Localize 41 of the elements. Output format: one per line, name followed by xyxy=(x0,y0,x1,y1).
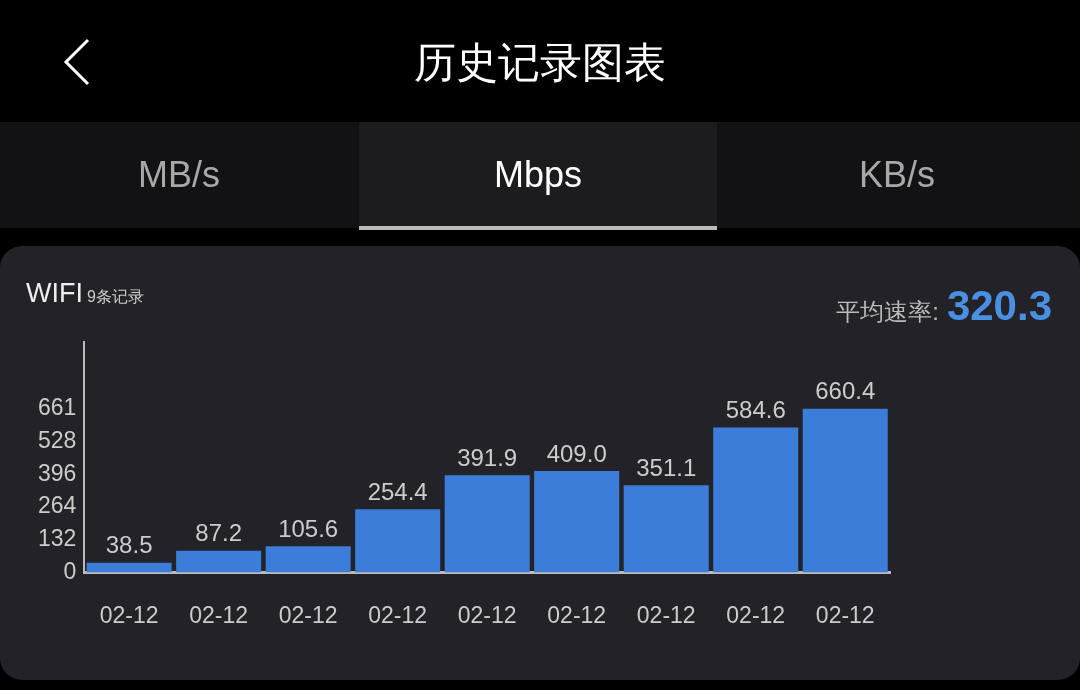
x-tick-label: 02-12 xyxy=(278,601,338,628)
x-tick-label: 02-12 xyxy=(457,601,517,628)
data-label: 409.0 xyxy=(546,439,607,467)
data-label: 38.5 xyxy=(105,531,153,559)
data-label: 660.4 xyxy=(815,377,876,405)
text: Mbps xyxy=(359,122,717,230)
data-label: 105.6 xyxy=(278,514,339,542)
data-label: 254.4 xyxy=(367,477,428,505)
x-tick-label: 02-12 xyxy=(726,601,786,628)
bar xyxy=(534,470,620,573)
bar xyxy=(355,509,441,573)
text: 平均速率: xyxy=(836,298,939,325)
data-label: 351.1 xyxy=(636,453,697,481)
y-tick-label: 528 xyxy=(38,426,77,453)
text: MB/s xyxy=(137,153,221,197)
y-tick-label: 661 xyxy=(38,393,77,420)
text: KB/s xyxy=(858,153,936,197)
text: 9条记录 xyxy=(86,288,144,305)
x-tick-label: 02-12 xyxy=(368,601,428,628)
y-tick-label: 396 xyxy=(38,459,77,486)
bar xyxy=(86,562,172,573)
data-label: 391.9 xyxy=(457,443,518,471)
x-tick-label: 02-12 xyxy=(99,601,159,628)
bar xyxy=(623,485,709,573)
bar xyxy=(265,546,351,573)
bar xyxy=(176,550,262,573)
x-tick-label: 02-12 xyxy=(189,601,249,628)
chart-subtitle: WIFI xyxy=(26,278,83,308)
text: 320.3 xyxy=(946,282,1052,329)
data-label: 87.2 xyxy=(195,519,242,547)
y-tick-label: 132 xyxy=(38,525,77,552)
y-tick-label: 264 xyxy=(38,492,77,519)
y-tick-label: 0 xyxy=(63,557,77,584)
chart-title: 历史记录图表 xyxy=(413,37,667,89)
x-tick-label: 02-12 xyxy=(815,601,875,628)
bar xyxy=(713,427,799,573)
x-tick-label: 02-12 xyxy=(547,601,607,628)
data-label: 584.6 xyxy=(725,396,786,424)
bar xyxy=(444,475,530,573)
x-tick-label: 02-12 xyxy=(636,601,696,628)
bar xyxy=(802,408,888,573)
